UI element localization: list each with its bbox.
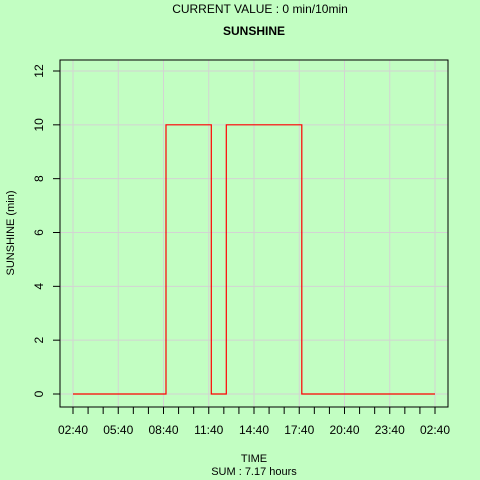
current-value-label: CURRENT VALUE : 0 min/10min [172,2,348,16]
y-axis: 0 2 4 6 8 10 12 [32,64,60,397]
y-tick-label: 2 [32,337,46,344]
y-tick-label: 8 [32,175,46,182]
y-tick-label: 0 [32,390,46,397]
x-tick-label: 23:40 [375,423,405,437]
series-layer [73,124,435,395]
grid-lines [60,60,448,407]
x-tick-label: 08:40 [148,423,178,437]
x-axis-title: TIME [241,453,267,465]
x-tick-label: 20:40 [329,423,359,437]
x-axis: 02:40 05:40 08:40 11:40 14:40 17:40 20:40 23:40… [58,407,450,437]
x-tick-label: 11:40 [194,423,223,437]
sum-label: SUM : 7.17 hours [211,466,297,478]
sunshine-series-line [73,124,435,395]
x-tick-label: 02:40 [58,423,88,437]
y-tick-label: 10 [32,118,46,132]
y-tick-label: 6 [32,229,46,236]
y-axis-title: SUNSHINE (min) [5,191,17,276]
chart-title: SUNSHINE [223,24,285,38]
x-tick-label: 05:40 [103,423,133,437]
x-tick-label: 14:40 [239,423,269,437]
y-tick-label: 12 [32,64,46,78]
y-tick-label: 4 [32,283,46,290]
x-tick-label: 02:40 [420,423,450,437]
x-tick-label: 17:40 [284,423,314,437]
